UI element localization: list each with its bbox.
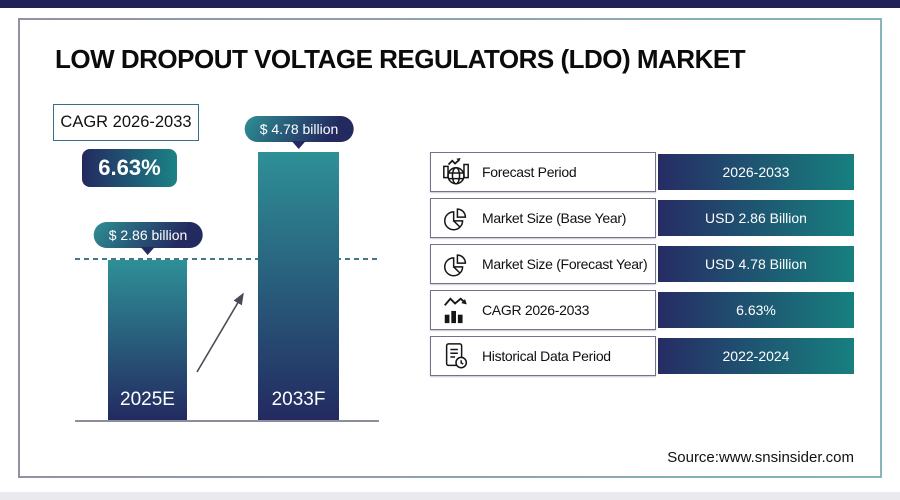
growth-arrow-icon [196, 292, 244, 373]
row-value: 6.63% [658, 292, 854, 328]
row-label: CAGR 2026-2033 [482, 302, 590, 318]
callout-2033f-text: $ 4.78 billion [259, 121, 339, 137]
bar-chart-arrow-icon [444, 297, 467, 324]
page-title: LOW DROPOUT VOLTAGE REGULATORS (LDO) MAR… [55, 44, 746, 74]
row-value: 2022-2024 [658, 338, 854, 374]
callout-2033f: $ 4.78 billion [244, 116, 354, 142]
row-label: Historical Data Period [482, 348, 611, 364]
source-text: Source:www.snsinsider.com [667, 449, 854, 466]
table-row: Forecast Period 2026-2033 [430, 152, 854, 192]
bar-chart: 2025E 2033F $ 2.86 billion $ 4.78 billio… [75, 100, 379, 422]
table-row: CAGR 2026-2033 6.63% [430, 290, 854, 330]
bar-label-2033f: 2033F [271, 389, 326, 410]
table-row: Market Size (Base Year) USD 2.86 Billion [430, 198, 854, 238]
callout-2025e-text: $ 2.86 billion [108, 227, 188, 243]
bar-label-2025e: 2025E [120, 389, 175, 410]
pie-chart-icon [444, 254, 467, 277]
table-row: Market Size (Forecast Year) USD 4.78 Bil… [430, 244, 854, 284]
bar-2033f: 2033F [258, 152, 339, 420]
cagr-value: 6.63% [98, 155, 161, 180]
dashed-baseline-marker [75, 258, 379, 260]
top-accent-bar [0, 0, 900, 8]
document-clock-icon [445, 343, 468, 369]
info-table: Forecast Period 2026-2033 Market Size (B… [430, 152, 854, 382]
row-value: USD 4.78 Billion [658, 246, 854, 282]
cagr-label: CAGR 2026-2033 [60, 113, 192, 131]
globe-growth-icon [443, 157, 469, 185]
row-label: Market Size (Base Year) [482, 210, 627, 226]
cagr-value-badge: 6.63% [82, 149, 177, 187]
bar-2025e: 2025E [108, 260, 187, 420]
bottom-strip [0, 492, 900, 500]
chart-baseline [75, 420, 379, 422]
pie-chart-icon [444, 208, 467, 231]
table-row: Historical Data Period 2022-2024 [430, 336, 854, 376]
row-value: USD 2.86 Billion [658, 200, 854, 236]
row-value: 2026-2033 [658, 154, 854, 190]
cagr-label-box: CAGR 2026-2033 [53, 104, 199, 141]
callout-2025e: $ 2.86 billion [93, 222, 203, 248]
row-label: Forecast Period [482, 164, 577, 180]
row-label: Market Size (Forecast Year) [482, 256, 648, 272]
